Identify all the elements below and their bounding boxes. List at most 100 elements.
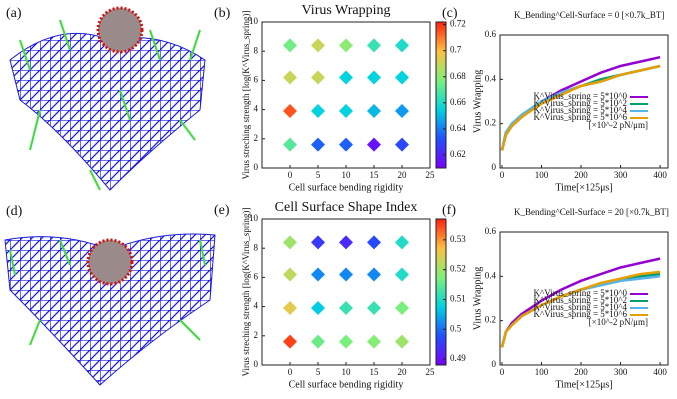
diamond-marker — [311, 38, 325, 53]
y-tick-label: 0.4 — [485, 73, 497, 83]
diamond-marker — [283, 38, 297, 53]
legend-note: [×10^-2 pN/μm] — [589, 120, 648, 130]
chart-title: K_Bending^Cell-Surface = 0 [×0.7k_BT] — [514, 10, 664, 20]
colorbar-tick-label: 0.49 — [450, 353, 466, 363]
colorbar-tick-label: 0.5 — [450, 323, 462, 333]
x-tick-label: 15 — [370, 170, 380, 180]
series-line — [500, 64, 661, 151]
panel-label: (d) — [6, 204, 23, 219]
y-tick-label: 0 — [254, 162, 259, 172]
x-axis-label: Time[×125μs] — [555, 182, 612, 193]
diamond-marker — [283, 235, 297, 250]
diamond-marker — [395, 38, 409, 53]
legend-label: K^Virus_spring = 5*10^0 — [534, 288, 628, 298]
y-tick-label: 10 — [249, 213, 259, 223]
x-tick-label: 5 — [316, 170, 321, 180]
diamond-marker — [311, 235, 325, 250]
x-tick-label: 200 — [574, 367, 588, 377]
diamond-marker — [367, 104, 381, 119]
panel-label: (b) — [214, 6, 231, 21]
y-tick-label: 0.4 — [485, 270, 497, 280]
x-tick-label: 25 — [426, 367, 436, 377]
plot-frame — [499, 231, 669, 366]
x-tick-label: 100 — [535, 367, 549, 377]
diamond-marker — [283, 301, 297, 316]
x-axis-label: Cell surface bending rigidity — [289, 379, 404, 390]
diamond-marker — [395, 301, 409, 316]
legend-label: K^Virus_spring = 5*10^6 — [534, 309, 628, 319]
y-tick-label: 6 — [254, 271, 259, 281]
y-tick-label: 0.2 — [485, 118, 496, 128]
panel-label: (f) — [442, 203, 456, 218]
diamond-marker — [311, 334, 325, 349]
diamond-marker — [367, 70, 381, 85]
colorbar — [435, 21, 447, 169]
y-axis-label: Virus streching strength [log(K^Virus_sp… — [241, 11, 251, 180]
diamond-marker — [339, 235, 353, 250]
colorbar-tick-label: 0.72 — [450, 19, 466, 29]
y-tick-label: 0 — [254, 359, 259, 369]
x-tick-label: 10 — [342, 367, 352, 377]
diamond-marker — [283, 137, 297, 152]
x-tick-label: 25 — [426, 170, 436, 180]
colorbar-tick-label: 0.66 — [450, 97, 466, 107]
x-tick-label: 400 — [653, 367, 667, 377]
y-tick-label: 10 — [249, 16, 259, 26]
colorbar-tick-label: 0.68 — [450, 71, 466, 81]
legend-label: K^Virus_spring = 5*10^0 — [534, 91, 628, 101]
x-tick-label: 20 — [398, 367, 408, 377]
legend-label: K^Virus_spring = 5*10^2 — [534, 295, 627, 305]
legend-label: K^Virus_spring = 5*10^4 — [534, 105, 628, 115]
y-tick-label: 0.6 — [485, 226, 497, 236]
legend-label: K^Virus_spring = 5*10^2 — [534, 98, 627, 108]
diamond-marker — [311, 301, 325, 316]
x-tick-label: 15 — [370, 367, 380, 377]
diamond-marker — [395, 70, 409, 85]
diamond-marker — [339, 38, 353, 53]
diamond-marker — [395, 137, 409, 152]
diamond-marker — [283, 104, 297, 119]
legend-label: K^Virus_spring = 5*10^6 — [534, 112, 628, 122]
panel-label: (e) — [214, 203, 230, 218]
x-tick-label: 0 — [500, 170, 505, 180]
diamond-marker — [283, 267, 297, 282]
legend-label: K^Virus_spring = 5*10^4 — [534, 302, 628, 312]
diamond-marker — [395, 267, 409, 282]
x-axis-label: Cell surface bending rigidity — [289, 182, 404, 193]
x-tick-label: 400 — [653, 170, 667, 180]
diamond-marker — [339, 137, 353, 152]
x-tick-label: 5 — [316, 367, 321, 377]
diamond-marker — [311, 267, 325, 282]
x-tick-label: 100 — [535, 170, 549, 180]
diamond-marker — [395, 235, 409, 250]
colorbar — [435, 218, 447, 366]
diamond-marker — [339, 334, 353, 349]
y-axis-label: Virus Wrapping — [472, 70, 483, 134]
x-tick-label: 20 — [398, 170, 408, 180]
diamond-marker — [367, 334, 381, 349]
y-tick-label: 0.6 — [485, 29, 497, 39]
y-axis-label: Virus streching strength [log(K^Virus_sp… — [241, 208, 251, 377]
x-tick-label: 0 — [500, 367, 505, 377]
colorbar-tick-label: 0.64 — [450, 123, 466, 133]
render-d — [4, 233, 216, 386]
chart-title: Cell Surface Shape Index — [275, 200, 418, 215]
legend-note: [×10^-2 pN/μm] — [589, 317, 648, 327]
colorbar-tick-label: 0.53 — [450, 234, 466, 244]
x-tick-label: 200 — [574, 170, 588, 180]
y-tick-label: 4 — [254, 301, 259, 311]
y-tick-label: 0 — [492, 162, 497, 172]
colorbar-tick-label: 0.7 — [450, 45, 462, 55]
y-tick-label: 0 — [492, 359, 497, 369]
y-tick-label: 8 — [254, 45, 259, 55]
panel-label: (c) — [442, 6, 458, 21]
x-tick-label: 0 — [288, 367, 293, 377]
diamond-marker — [395, 104, 409, 119]
chart-title: K_Bending^Cell-Surface = 20 [×0.7k_BT] — [514, 207, 669, 217]
render-a — [9, 6, 206, 191]
diamond-marker — [395, 334, 409, 349]
y-tick-label: 6 — [254, 74, 259, 84]
x-tick-label: 300 — [614, 367, 628, 377]
y-tick-label: 0.2 — [485, 315, 496, 325]
colorbar-tick-label: 0.52 — [450, 264, 466, 274]
